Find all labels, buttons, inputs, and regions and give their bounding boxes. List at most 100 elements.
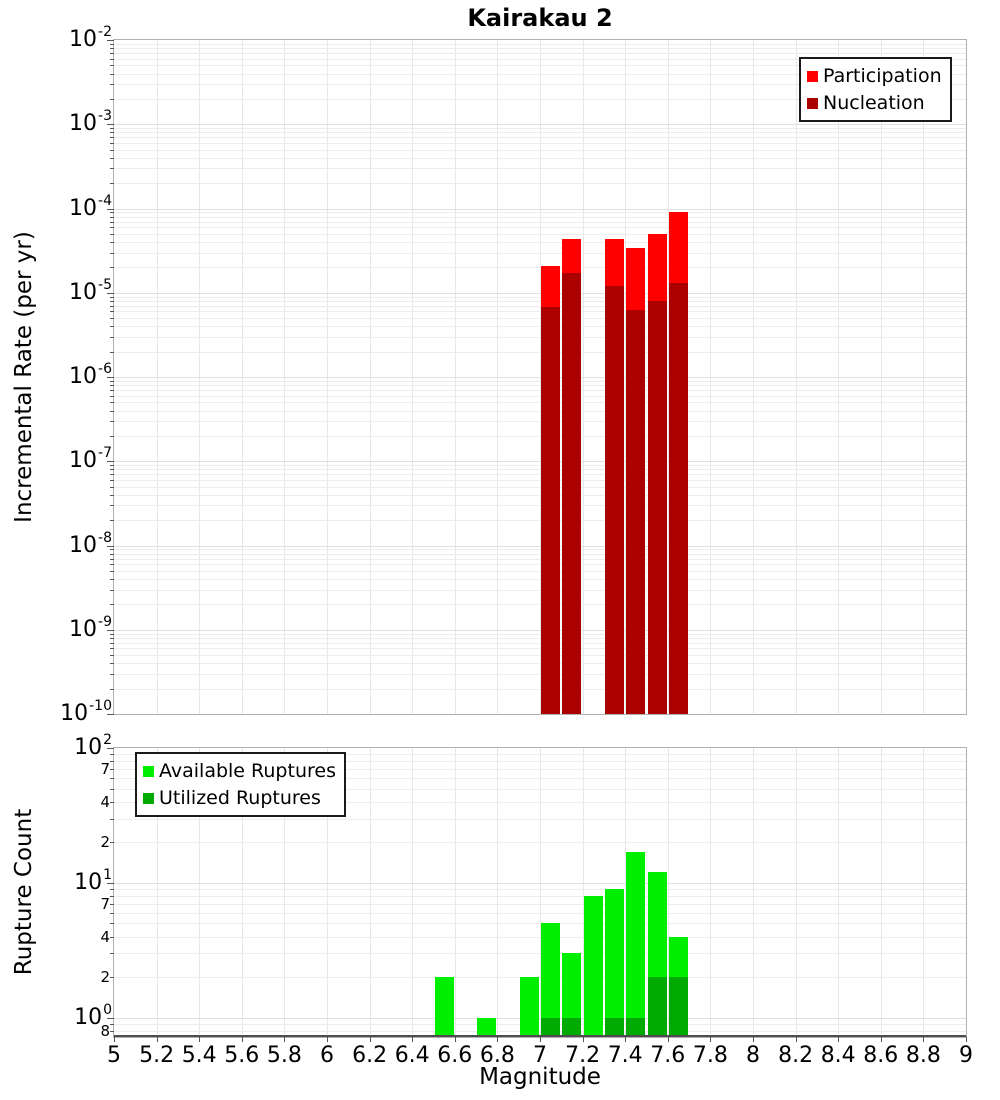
legend-swatch-utilized-ruptures: [143, 792, 154, 804]
gridline-horizontal: [114, 564, 966, 566]
chart-title: Kairakau 2: [467, 4, 613, 32]
gridline-vertical: [540, 748, 541, 1037]
gridline-horizontal: [114, 336, 966, 338]
y-axis-minor-tick: [110, 233, 114, 235]
x-axis-tick: [369, 1037, 371, 1042]
y-axis-minor-tick: [110, 227, 114, 229]
y-axis-minor-tick: [110, 157, 114, 159]
y-axis-minor-tick: [110, 801, 114, 803]
gridline-horizontal: [114, 579, 966, 581]
x-tick-label: 5.8: [266, 1043, 302, 1068]
x-axis-title: Magnitude: [479, 1064, 601, 1090]
gridline-horizontal: [114, 663, 966, 665]
gridline-vertical: [880, 748, 882, 1037]
gridline-horizontal: [114, 520, 966, 522]
gridline-vertical: [497, 748, 499, 1037]
x-axis-tick: [710, 1037, 712, 1042]
y-axis-minor-tick: [110, 633, 114, 635]
y-axis-major-tick: [107, 545, 114, 547]
y-minor-tick-label: 4: [100, 792, 110, 811]
gridline-horizontal: [114, 1017, 966, 1019]
y-axis-minor-tick: [110, 558, 114, 560]
y-axis-minor-tick: [110, 673, 114, 675]
gridline-horizontal: [114, 216, 966, 218]
y-axis-minor-tick: [110, 642, 114, 644]
y-axis-minor-tick: [110, 300, 114, 302]
y-axis-minor-tick: [110, 494, 114, 496]
legend-label: Participation: [823, 65, 942, 87]
y-axis-minor-tick: [110, 216, 114, 218]
gridline-horizontal: [114, 395, 966, 397]
y-axis-minor-tick: [110, 242, 114, 244]
y-axis-minor-tick: [110, 43, 114, 45]
gridline-horizontal: [114, 494, 966, 496]
gridline-horizontal: [114, 788, 966, 790]
gridline-horizontal: [114, 402, 966, 404]
y-axis-minor-tick: [110, 183, 114, 185]
y-axis-major-tick: [107, 882, 114, 884]
legend-item-participation: Participation: [807, 63, 942, 89]
y-axis-minor-tick: [110, 663, 114, 665]
gridline-vertical: [710, 748, 712, 1037]
y-axis-major-tick: [107, 714, 114, 715]
x-axis-tick: [923, 1037, 925, 1042]
gridline-horizontal: [114, 479, 966, 481]
gridline-horizontal: [114, 227, 966, 229]
gridline-horizontal: [114, 252, 966, 254]
y-axis-minor-tick: [110, 936, 114, 938]
bar-nucleation-m7.65: [668, 283, 688, 714]
gridline-horizontal: [114, 421, 966, 423]
bar-available-ruptures-m6.75: [477, 1017, 497, 1037]
x-axis-tick: [156, 1037, 158, 1042]
gridline-horizontal: [114, 233, 966, 235]
legend-swatch-participation: [807, 70, 818, 82]
legend-item-available-ruptures: Available Ruptures: [143, 758, 336, 784]
y-axis-minor-tick: [110, 818, 114, 820]
x-tick-label: 7.6: [650, 1043, 686, 1068]
gridline-horizontal: [114, 435, 966, 437]
x-tick-label: 7: [533, 1043, 547, 1068]
bar-available-ruptures-m7.15: [562, 953, 582, 1037]
gridline-horizontal: [114, 318, 966, 320]
gridline-horizontal: [114, 474, 966, 476]
y-axis-minor-tick: [110, 648, 114, 650]
gridline-horizontal: [114, 977, 966, 979]
y-axis-minor-tick: [110, 637, 114, 639]
x-axis-tick: [454, 1037, 456, 1042]
bar-utilized-ruptures-m7.45: [626, 1017, 646, 1037]
y-tick-label: 100: [74, 1001, 112, 1030]
x-axis-tick: [241, 1037, 243, 1042]
legend-swatch-nucleation: [807, 97, 818, 109]
y-axis-minor-tick: [110, 553, 114, 555]
gridline-vertical: [667, 748, 669, 1037]
gridline-horizontal: [114, 801, 966, 803]
y-axis-major-tick: [107, 629, 114, 631]
gridline-horizontal: [114, 1030, 966, 1032]
gridline-horizontal: [114, 157, 966, 159]
y-minor-tick-label: 2: [100, 833, 110, 852]
y-axis-minor-tick: [110, 465, 114, 467]
x-axis-tick: [838, 1037, 840, 1042]
gridline-vertical: [327, 748, 328, 1037]
gridline-horizontal: [114, 380, 966, 382]
x-axis-tick: [327, 1037, 328, 1042]
y-axis-minor-tick: [110, 98, 114, 100]
y-tick-label: 102: [74, 731, 112, 761]
gridline-vertical: [582, 748, 584, 1037]
gridline-horizontal: [114, 842, 966, 844]
y-axis-minor-tick: [110, 579, 114, 581]
y-axis-minor-tick: [110, 380, 114, 382]
y-axis-minor-tick: [110, 385, 114, 387]
y-tick-label: 10-10: [60, 697, 112, 727]
x-tick-label: 5: [107, 1043, 121, 1068]
x-axis-tick: [795, 1037, 797, 1042]
y-axis-minor-tick: [110, 296, 114, 298]
gridline-horizontal: [114, 461, 966, 463]
gridline-horizontal: [114, 149, 966, 151]
gridline-horizontal: [114, 183, 966, 185]
bar-nucleation-m7.55: [647, 301, 667, 714]
gridline-horizontal: [114, 486, 966, 488]
y-axis-minor-tick: [110, 137, 114, 139]
y-axis-minor-tick: [110, 604, 114, 606]
